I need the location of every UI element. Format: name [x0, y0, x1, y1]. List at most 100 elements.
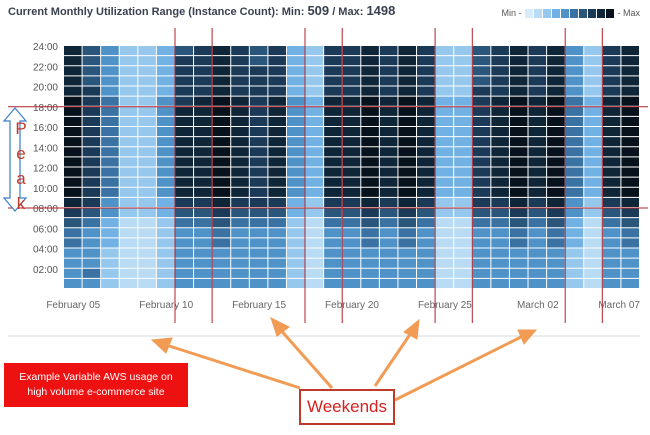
heatmap-cell	[435, 258, 454, 268]
heatmap-cell	[602, 268, 621, 278]
heatmap-cell	[138, 208, 156, 218]
heatmap-cell	[454, 208, 472, 218]
heatmap-cell	[528, 56, 547, 66]
heatmap-cell	[398, 228, 417, 238]
heatmap-cell	[435, 228, 454, 238]
heatmap-cell	[361, 86, 379, 96]
heatmap-cell	[64, 258, 82, 268]
heatmap-cell	[398, 187, 417, 197]
heatmap-cell	[435, 278, 454, 289]
heatmap-cell	[138, 268, 156, 278]
heatmap-cell	[82, 177, 101, 187]
heatmap-cell	[212, 258, 231, 268]
heatmap-cell	[528, 197, 547, 208]
heatmap-cell	[621, 137, 639, 147]
heatmap-cell	[417, 106, 435, 116]
x-axis-ticks: February 05 February 10 February 15 Februar…	[46, 300, 640, 311]
heatmap-cell	[491, 66, 509, 76]
heatmap-cell	[342, 177, 361, 187]
heatmap-cell	[565, 106, 584, 116]
heatmap-cell	[565, 278, 584, 289]
heatmap-cell	[305, 248, 324, 258]
heatmap-cell	[584, 127, 602, 137]
heatmap-cell	[417, 208, 435, 218]
heatmap-cell	[324, 76, 342, 86]
y-tick-label: 24:00	[33, 42, 58, 53]
heatmap-cell	[602, 248, 621, 258]
heatmap-cell	[472, 258, 491, 268]
heatmap-cell	[324, 278, 342, 289]
heatmap-cell	[305, 197, 324, 208]
heatmap-cell	[119, 86, 138, 96]
heatmap-cell	[324, 106, 342, 116]
heatmap-cell	[435, 208, 454, 218]
heatmap-cell	[417, 258, 435, 268]
heatmap-cell	[621, 187, 639, 197]
heatmap-cell	[194, 157, 212, 167]
heatmap-cell	[472, 127, 491, 137]
heatmap-cell	[305, 167, 324, 177]
heatmap-cell	[64, 167, 82, 177]
heatmap-cell	[119, 116, 138, 127]
heatmap-cell	[268, 147, 286, 157]
legend-max-label: - Max	[617, 8, 641, 18]
heatmap-cell	[82, 106, 101, 116]
heatmap-cell	[231, 137, 249, 147]
heatmap-cell	[231, 258, 249, 268]
heatmap-cell	[472, 197, 491, 208]
heatmap-cell	[156, 46, 175, 56]
color-legend: Min - - Max	[502, 8, 641, 18]
heatmap-cell	[379, 268, 398, 278]
heatmap-cell	[249, 86, 268, 96]
heatmap-cell	[119, 187, 138, 197]
heatmap-cell	[64, 197, 82, 208]
heatmap-cell	[454, 127, 472, 137]
heatmap-cell	[82, 56, 101, 66]
heatmap-cell	[194, 66, 212, 76]
heatmap-cell	[565, 218, 584, 228]
y-tick-label: 16:00	[33, 123, 58, 134]
heatmap-cell	[398, 147, 417, 157]
heatmap-cell	[286, 127, 305, 137]
heatmap-cell	[175, 116, 194, 127]
heatmap-cell	[398, 127, 417, 137]
heatmap-cell	[268, 218, 286, 228]
heatmap-cell	[305, 106, 324, 116]
heatmap-cell	[64, 187, 82, 197]
legend-swatch	[587, 8, 596, 18]
heatmap-cell	[417, 96, 435, 106]
heatmap-cell	[584, 258, 602, 268]
legend-swatches	[524, 8, 615, 18]
heatmap-cell	[602, 278, 621, 289]
heatmap-cell	[194, 127, 212, 137]
heatmap-cell	[621, 228, 639, 238]
heatmap-cell	[602, 147, 621, 157]
heatmap-cell	[417, 177, 435, 187]
heatmap-cell	[547, 96, 565, 106]
heatmap-cell	[528, 147, 547, 157]
heatmap-cell	[342, 258, 361, 268]
heatmap-cell	[435, 76, 454, 86]
title-prefix: Current Monthly Utilization Range (Insta…	[8, 6, 308, 18]
heatmap-cell	[286, 218, 305, 228]
heatmap-cell	[231, 127, 249, 137]
heatmap-cell	[119, 157, 138, 167]
heatmap-cell	[156, 218, 175, 228]
heatmap-cell	[194, 106, 212, 116]
heatmap-cell	[212, 187, 231, 197]
heatmap-cell	[324, 187, 342, 197]
heatmap-cell	[212, 248, 231, 258]
peak-label: P e a k	[15, 116, 27, 216]
heatmap-cell	[509, 116, 528, 127]
heatmap-cell	[119, 106, 138, 116]
heatmap-cell	[342, 157, 361, 167]
heatmap-cell	[398, 238, 417, 248]
heatmap-cell	[175, 106, 194, 116]
heatmap-cell	[82, 278, 101, 289]
heatmap-cell	[528, 208, 547, 218]
heatmap-cell	[194, 86, 212, 96]
heatmap-cell	[101, 177, 119, 187]
legend-swatch	[560, 8, 569, 18]
heatmap-cell	[417, 157, 435, 167]
heatmap-cell	[231, 248, 249, 258]
